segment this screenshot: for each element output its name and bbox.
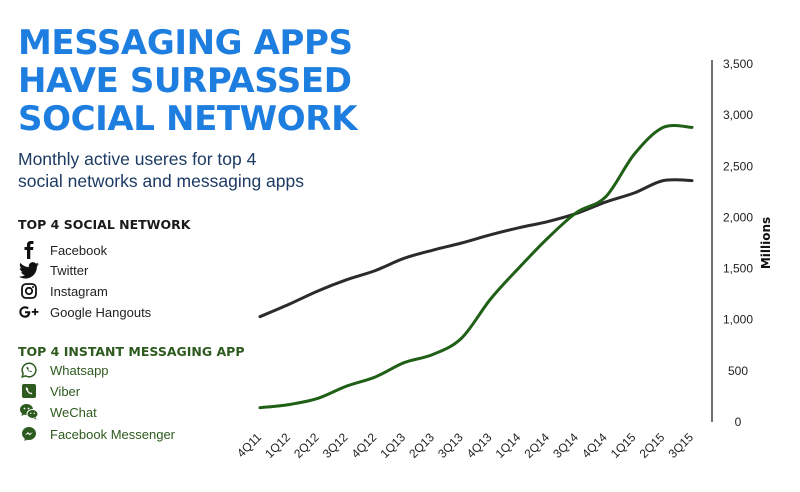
- legend-item-wechat: WeChat: [18, 402, 97, 422]
- y-tick-label: 1,500: [723, 262, 753, 276]
- legend-label: Twitter: [50, 262, 89, 278]
- title-line-2: HAVE SURPASSED: [18, 61, 352, 101]
- legend-label: WeChat: [50, 404, 97, 420]
- y-tick-label: 1,000: [723, 313, 753, 327]
- x-tick-label: 3Q14: [550, 430, 581, 461]
- legend-item-twitter: Twitter: [18, 260, 88, 280]
- instagram-icon: [18, 281, 40, 301]
- x-tick-label: 4Q11: [234, 430, 264, 460]
- legend-label: Facebook: [50, 242, 108, 258]
- social-network-series-line: [258, 178, 694, 319]
- legend-item-viber: Viber: [18, 381, 80, 401]
- chart-title: MESSAGING APPS HAVE SURPASSED SOCIAL NET…: [18, 24, 398, 138]
- legend-item-facebook-messenger: Facebook Messenger: [18, 424, 175, 444]
- legend-label: Viber: [50, 383, 81, 399]
- x-tick-label: 4Q14: [579, 430, 610, 461]
- legend-item-whatsapp: Whatsapp: [18, 360, 109, 380]
- x-tick-label: 4Q12: [349, 430, 380, 461]
- x-tick-label: 1Q13: [377, 430, 408, 461]
- legend-label: Google Hangouts: [50, 304, 152, 320]
- y-tick-label: 3,000: [723, 108, 753, 122]
- twitter-icon: [18, 260, 40, 280]
- facebook-icon: [18, 240, 40, 260]
- legend-label: Facebook Messenger: [50, 426, 176, 442]
- title-line-3: SOCIAL NETWORK: [18, 99, 358, 139]
- y-axis-labels: 0 500 1,000 1,500 2,000 2,500 3,000 3,500: [723, 57, 753, 429]
- x-tick-label: 1Q12: [262, 430, 293, 461]
- series-lines: [258, 123, 694, 410]
- x-tick-label: 1Q15: [608, 430, 639, 461]
- legend-label: Instagram: [50, 283, 108, 299]
- whatsapp-icon: [18, 360, 40, 380]
- y-tick-label: 2,000: [723, 210, 753, 224]
- x-tick-label: 3Q15: [665, 430, 696, 461]
- chart-subtitle: Monthly active useres for top 4 social n…: [18, 148, 378, 192]
- x-tick-label: 2Q13: [406, 430, 437, 461]
- subtitle-line-2: social networks and messaging apps: [18, 171, 304, 191]
- legend-item-instagram: Instagram: [18, 281, 108, 301]
- y-tick-label: 3,500: [723, 57, 753, 71]
- x-tick-label: 3Q13: [435, 430, 466, 461]
- x-tick-label: 2Q14: [521, 430, 552, 461]
- messenger-icon: [18, 424, 40, 444]
- viber-icon: [18, 381, 40, 401]
- x-tick-label: 1Q14: [493, 430, 524, 461]
- title-line-1: MESSAGING APPS: [18, 23, 353, 63]
- y-tick-label: 2,500: [723, 159, 753, 173]
- x-tick-label: 2Q15: [637, 430, 668, 461]
- legend-item-facebook: Facebook: [18, 240, 107, 260]
- messaging-section-heading: TOP 4 INSTANT MESSAGING APP: [18, 344, 245, 359]
- messaging-apps-series-line: [258, 123, 694, 410]
- legend-label: Whatsapp: [50, 362, 109, 378]
- legend-item-google-hangouts: Google Hangouts: [18, 302, 151, 322]
- x-axis-labels: 4Q111Q122Q123Q124Q121Q132Q133Q134Q131Q14…: [234, 430, 696, 461]
- wechat-icon: [18, 402, 40, 422]
- subtitle-line-1: Monthly active useres for top 4: [18, 149, 257, 169]
- social-section-heading: TOP 4 SOCIAL NETWORK: [18, 217, 191, 232]
- y-tick-label: 0: [735, 415, 742, 429]
- y-axis-title: Millions: [759, 217, 773, 269]
- google-plus-icon: [18, 302, 40, 322]
- x-tick-label: 3Q12: [320, 430, 351, 461]
- x-tick-label: 2Q12: [291, 430, 322, 461]
- y-tick-label: 500: [728, 364, 748, 378]
- x-tick-label: 4Q13: [464, 430, 495, 461]
